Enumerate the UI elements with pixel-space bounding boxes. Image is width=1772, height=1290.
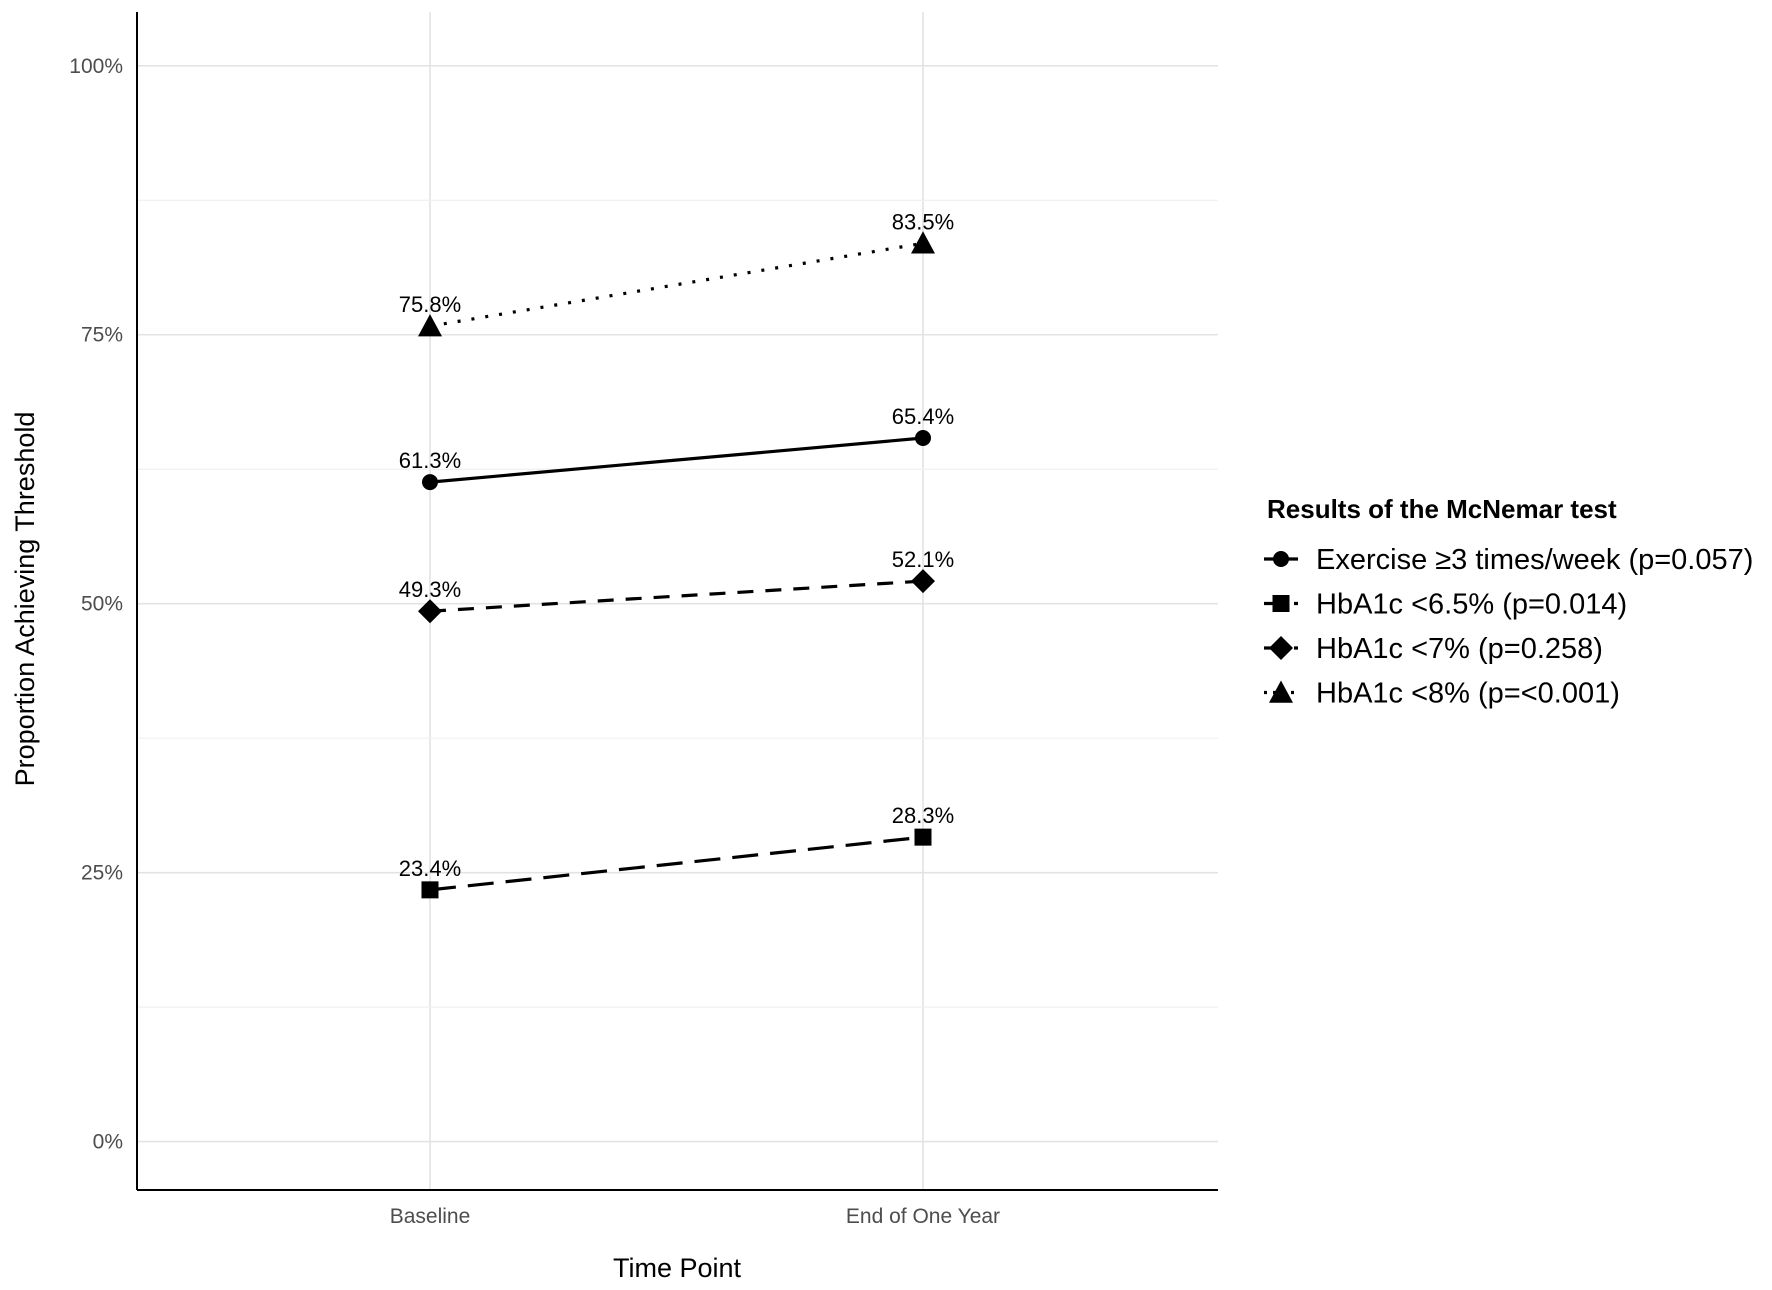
series-circle [422,430,931,491]
data-label: 61.3% [399,448,461,473]
data-point-diamond [911,569,935,594]
data-label: 75.8% [399,292,461,317]
legend-title: Results of the McNemar test [1267,494,1617,524]
x-axis-title: Time Point [613,1253,742,1283]
data-point-diamond [418,599,442,624]
y-tick-label: 100% [69,55,123,78]
legend-item: HbA1c <8% (p=<0.001) [1264,678,1620,710]
data-label: 23.4% [399,856,461,881]
data-point-circle [422,474,438,491]
major-gridlines [137,12,1218,1190]
series-line [429,835,924,892]
series-diamond [418,569,935,624]
legend-label: HbA1c <7% (p=0.258) [1316,633,1603,665]
y-tick-label: 0% [93,1131,123,1154]
data-point-triangle [911,231,935,254]
legend-items: Exercise ≥3 times/week (p=0.057) HbA1c <6… [1264,544,1753,710]
series-line [429,436,924,484]
y-tick-label: 50% [81,593,123,616]
data-label: 52.1% [892,547,954,572]
data-point-circle [915,430,931,447]
legend-label: HbA1c <6.5% (p=0.014) [1316,589,1627,621]
series-square [421,828,932,899]
x-axis-ticks: Baseline End of One Year [390,1205,1000,1228]
data-point-square [421,881,439,899]
data-point-square [914,828,932,846]
legend-key-square [1272,595,1290,612]
legend-key-circle [1273,551,1289,567]
series-triangle [418,231,935,337]
minor-gridlines [137,199,1218,1008]
data-label: 28.3% [892,803,954,828]
x-tick-label: End of One Year [846,1205,1000,1228]
data-label: 49.3% [399,577,461,602]
y-tick-label: 25% [81,862,123,885]
data-point-triangle [418,314,442,337]
legend-key-triangle [1269,680,1293,703]
data-label: 65.4% [892,404,954,429]
legend-label: HbA1c <8% (p=<0.001) [1316,678,1620,710]
data-label: 83.5% [892,209,954,234]
series-layer [418,231,935,899]
legend-item: Exercise ≥3 times/week (p=0.057) [1264,544,1753,576]
series-line [429,241,924,328]
legend: Results of the McNemar test Exercise ≥3 … [1264,494,1753,710]
data-labels: 61.3% 65.4% 23.4% 28.3% 49.3% 52.1% 75.8% 83.5% [399,209,954,881]
y-axis-title: Proportion Achieving Threshold [10,412,40,787]
legend-label: Exercise ≥3 times/week (p=0.057) [1316,544,1753,576]
legend-item: HbA1c <6.5% (p=0.014) [1264,589,1627,621]
x-tick-label: Baseline [390,1205,471,1228]
legend-item: HbA1c <7% (p=0.258) [1264,633,1603,665]
y-tick-label: 75% [81,324,123,347]
y-axis-ticks: 0% 25% 50% 75% 100% [69,55,123,1154]
series-line [429,579,924,613]
legend-key-diamond [1269,636,1293,660]
